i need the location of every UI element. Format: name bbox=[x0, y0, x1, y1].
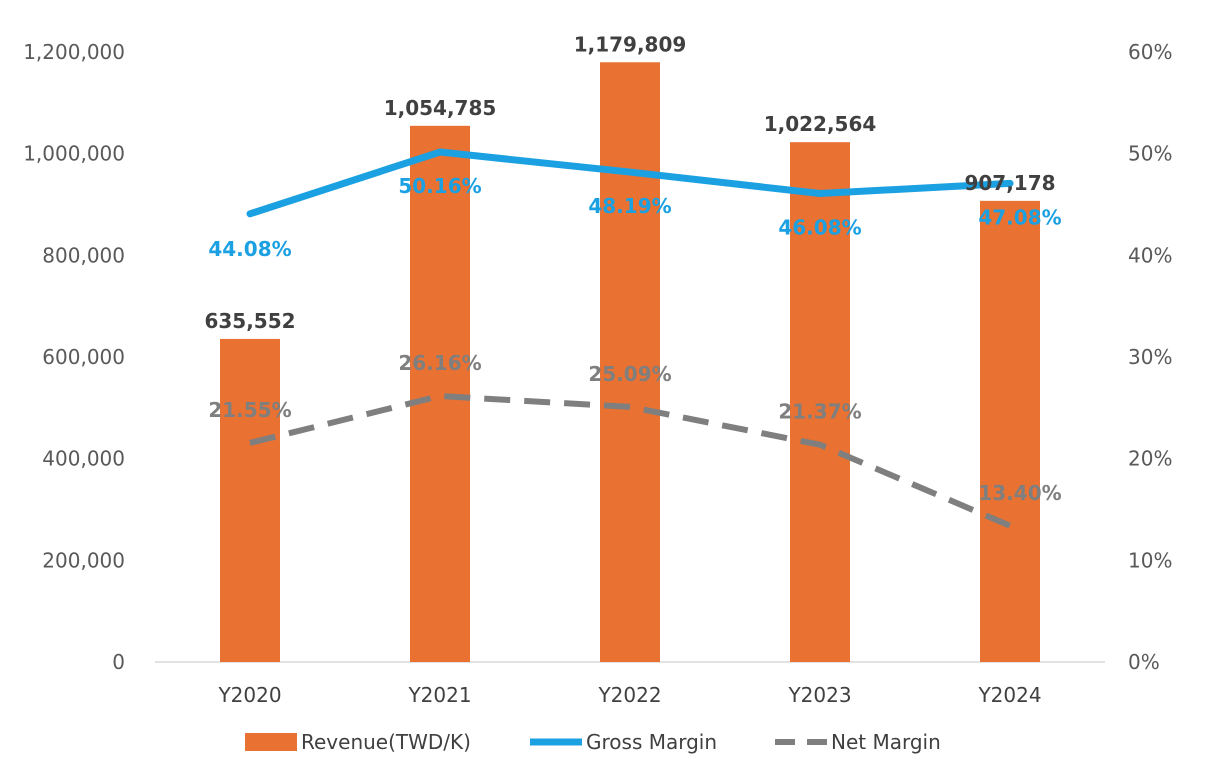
revenue-data-labels: 635,552 1,054,785 1,179,809 1,022,564 907,17… bbox=[204, 32, 1055, 333]
right-y-axis: 0% 10% 20% 30% 40% 50% 60% bbox=[1128, 40, 1172, 674]
left-y-axis: 0 200,000 400,000 600,000 800,000 1,000,000 1,… bbox=[23, 40, 125, 674]
revenue-bar bbox=[410, 125, 470, 662]
right-axis-tick-label: 20% bbox=[1128, 447, 1172, 471]
net-margin-data-labels: 21.55% 26.16% 25.09% 21.37% 13.40% bbox=[208, 351, 1061, 505]
net-margin-data-label: 13.40% bbox=[978, 481, 1061, 505]
net-margin-data-label: 26.16% bbox=[398, 351, 481, 375]
gross-margin-series bbox=[246, 148, 1014, 218]
revenue-data-label: 635,552 bbox=[204, 309, 295, 333]
right-axis-tick-label: 40% bbox=[1128, 243, 1172, 267]
gross-margin-data-label: 47.08% bbox=[978, 205, 1061, 229]
legend: Revenue(TWD/K) Gross Margin Net Margin bbox=[245, 730, 941, 754]
right-axis-tick-label: 50% bbox=[1128, 142, 1172, 166]
x-axis-category-label: Y2023 bbox=[787, 683, 851, 707]
legend-label-gross-margin: Gross Margin bbox=[586, 730, 717, 754]
net-margin-data-label: 21.55% bbox=[208, 398, 291, 422]
left-axis-tick-label: 1,000,000 bbox=[23, 142, 125, 166]
left-axis-tick-label: 600,000 bbox=[42, 345, 125, 369]
left-axis-tick-label: 200,000 bbox=[42, 548, 125, 572]
legend-swatch-revenue bbox=[245, 733, 297, 751]
revenue-bar bbox=[790, 142, 850, 662]
revenue-bar bbox=[220, 338, 280, 662]
net-margin-data-label: 21.37% bbox=[778, 400, 861, 424]
legend-label-net-margin: Net Margin bbox=[831, 730, 941, 754]
left-axis-tick-label: 1,200,000 bbox=[23, 40, 125, 64]
revenue-data-label: 1,022,564 bbox=[764, 112, 877, 136]
x-axis-category-label: Y2024 bbox=[977, 683, 1041, 707]
right-axis-tick-label: 60% bbox=[1128, 40, 1172, 64]
net-margin-data-label: 25.09% bbox=[588, 362, 671, 386]
right-axis-tick-label: 0% bbox=[1128, 650, 1160, 674]
revenue-data-label: 907,178 bbox=[964, 171, 1055, 195]
x-axis-category-label: Y2022 bbox=[597, 683, 661, 707]
gross-margin-data-label: 46.08% bbox=[778, 216, 861, 240]
gross-margin-data-labels: 44.08% 50.16% 48.19% 46.08% 47.08% bbox=[208, 174, 1061, 261]
revenue-data-label: 1,054,785 bbox=[384, 96, 497, 120]
x-axis-categories: Y2020 Y2021 Y2022 Y2023 Y2024 bbox=[217, 683, 1041, 707]
revenue-bar bbox=[600, 62, 660, 663]
right-axis-tick-label: 30% bbox=[1128, 345, 1172, 369]
left-axis-tick-label: 800,000 bbox=[42, 243, 125, 267]
revenue-bars bbox=[220, 62, 1040, 663]
x-axis-category-label: Y2021 bbox=[407, 683, 471, 707]
x-axis-category-label: Y2020 bbox=[217, 683, 281, 707]
left-axis-tick-label: 400,000 bbox=[42, 447, 125, 471]
gross-margin-line bbox=[246, 148, 1014, 218]
gross-margin-data-label: 50.16% bbox=[398, 174, 481, 198]
revenue-data-label: 1,179,809 bbox=[574, 32, 687, 56]
gross-margin-data-label: 48.19% bbox=[588, 194, 671, 218]
legend-label-revenue: Revenue(TWD/K) bbox=[301, 730, 471, 754]
left-axis-tick-label: 0 bbox=[112, 650, 125, 674]
net-margin-line bbox=[249, 393, 1012, 529]
right-axis-tick-label: 10% bbox=[1128, 548, 1172, 572]
net-margin-series bbox=[249, 393, 1012, 529]
gross-margin-data-label: 44.08% bbox=[208, 237, 291, 261]
revenue-bar bbox=[980, 200, 1040, 662]
